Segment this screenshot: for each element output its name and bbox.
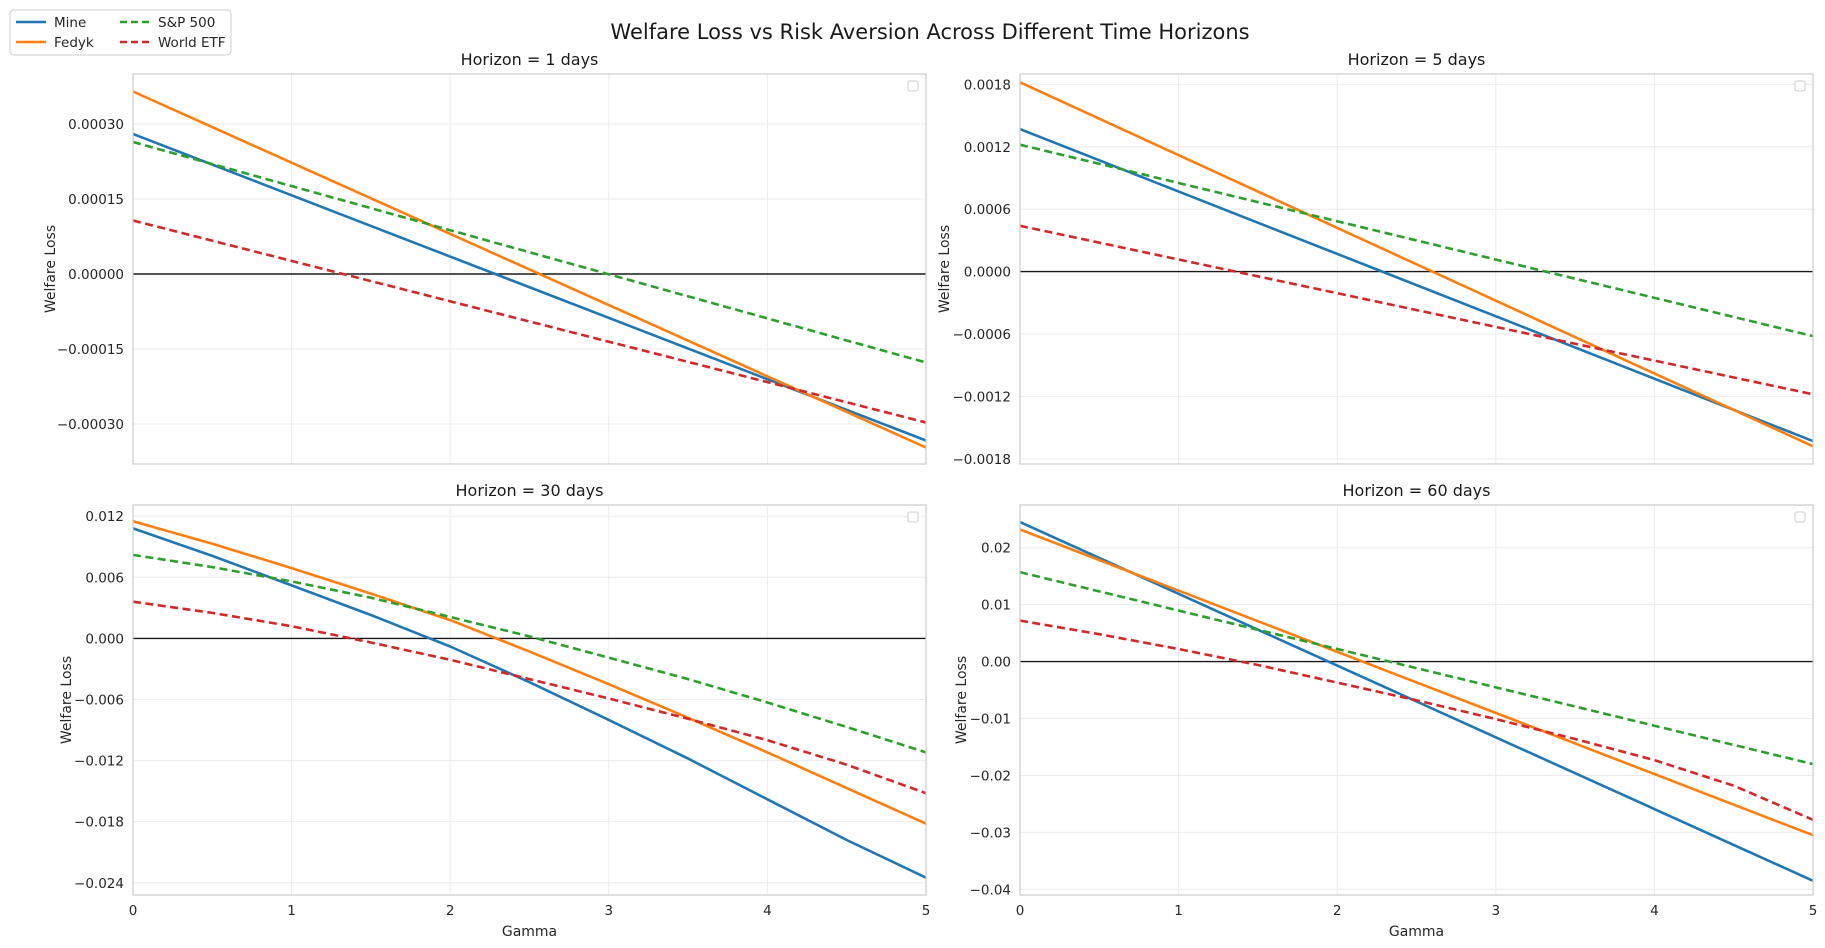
panel-3-xtick-label-5: 5 xyxy=(922,903,931,919)
panel-3-series-mine xyxy=(133,527,926,879)
panel-2-title: Horizon = 5 days xyxy=(1348,50,1486,69)
legend-label-sp500: S&P 500 xyxy=(158,15,215,31)
panel-3-series-world-etf xyxy=(133,600,926,795)
panel-4-series-fedyk xyxy=(1020,528,1813,837)
panel-3-series-s-p-500 xyxy=(133,553,926,754)
panel-1-ytick-label-1: −0.00015 xyxy=(57,342,124,358)
panel-4-ytick-label-2: −0.02 xyxy=(970,768,1011,784)
legend-label-world-etf: World ETF xyxy=(158,35,226,51)
panel-3-xtick-label-2: 2 xyxy=(446,903,455,919)
panel-3-ytick-label-4: 0.000 xyxy=(85,631,124,647)
panel-3-xtick-label-4: 4 xyxy=(763,903,772,919)
panel-1-ytick-label-2: 0.00000 xyxy=(68,267,124,283)
panel-2-ytick-label-1: −0.0012 xyxy=(952,389,1011,405)
panel-4-ytick-label-0: −0.04 xyxy=(970,882,1011,898)
panel-4-ytick-label-1: −0.03 xyxy=(970,825,1011,841)
panel-4-series-world-etf xyxy=(1020,619,1813,821)
panel-3-ytick-label-3: −0.006 xyxy=(74,692,124,708)
panel-4-xtick-label-4: 4 xyxy=(1650,903,1659,919)
panel-1-ytick-label-4: 0.00030 xyxy=(68,117,124,133)
panel-2-plot-area xyxy=(1020,74,1813,464)
figure-title: Welfare Loss vs Risk Aversion Across Dif… xyxy=(610,20,1249,44)
panel-3-ylabel: Welfare Loss xyxy=(59,656,75,744)
panel-4-ytick-label-6: 0.02 xyxy=(981,541,1011,557)
panel-3-ytick-label-6: 0.012 xyxy=(85,509,124,525)
panel-4: Horizon = 60 days −0.04 −0.03 −0.02 −0.01 0.0… xyxy=(954,481,1817,940)
panel-4-ytick-label-4: 0.00 xyxy=(981,655,1011,671)
panel-3-xtick-label-0: 0 xyxy=(129,903,138,919)
panel-4-xtick-label-2: 2 xyxy=(1333,903,1342,919)
panel-3-ytick-label-0: −0.024 xyxy=(74,876,124,892)
panel-3: Horizon = 30 days −0.024 −0.018 −0.012 −0.00… xyxy=(59,481,930,940)
panel-2-series-fedyk xyxy=(1020,81,1813,448)
panel-3-plot-area xyxy=(133,505,926,895)
panel-4-xtick-label-0: 0 xyxy=(1016,903,1025,919)
panel-2-ytick-label-0: −0.0018 xyxy=(952,452,1011,468)
panel-2-ylabel: Welfare Loss xyxy=(937,225,953,313)
panel-1: Horizon = 1 days −0.00030 −0.00015 0.00000 0… xyxy=(43,50,927,465)
panel-2-series-s-p-500 xyxy=(1020,143,1813,338)
chart-panels: Horizon = 1 days−0.00030−0.000150.000000… xyxy=(43,50,1817,940)
panel-2-series-mine xyxy=(1020,127,1813,443)
panel-1-empty-legend-box xyxy=(907,80,919,92)
panel-4-xtick-label-5: 5 xyxy=(1809,903,1818,919)
panel-2-ytick-label-6: 0.0018 xyxy=(964,77,1011,93)
panel-3-series-fedyk xyxy=(133,520,926,825)
panel-3-ytick-label-2: −0.012 xyxy=(74,754,124,770)
panel-1-ylabel: Welfare Loss xyxy=(43,225,59,313)
panel-4-xtick-label-1: 1 xyxy=(1174,903,1183,919)
panel-2-ytick-label-2: −0.0006 xyxy=(952,327,1011,343)
panel-4-title: Horizon = 60 days xyxy=(1343,481,1491,500)
panel-2-ytick-label-5: 0.0012 xyxy=(964,140,1011,156)
panel-3-empty-legend-box xyxy=(907,511,919,523)
panel-3-xtick-label-3: 3 xyxy=(605,903,614,919)
panel-4-frame xyxy=(1019,504,1814,896)
panel-2-ytick-label-4: 0.0006 xyxy=(964,202,1011,218)
panel-1-frame xyxy=(132,73,927,465)
panel-2: Horizon = 5 days −0.0018 −0.0012 −0.0006 0.0… xyxy=(937,50,1814,468)
legend-label-mine: Mine xyxy=(54,15,86,31)
panel-4-ytick-label-5: 0.01 xyxy=(981,598,1011,614)
panel-4-empty-legend-box xyxy=(1794,511,1806,523)
panel-2-frame xyxy=(1019,73,1814,465)
panel-4-xlabel: Gamma xyxy=(1389,924,1444,940)
panel-3-title: Horizon = 30 days xyxy=(456,481,604,500)
panel-2-empty-legend-box xyxy=(1794,80,1806,92)
panel-1-title: Horizon = 1 days xyxy=(461,50,599,69)
legend-label-fedyk: Fedyk xyxy=(54,35,94,51)
panel-4-series-s-p-500 xyxy=(1020,570,1813,766)
panel-3-frame xyxy=(132,504,927,896)
panel-3-ytick-label-5: 0.006 xyxy=(85,570,124,586)
panel-1-ytick-label-0: −0.00030 xyxy=(57,417,124,433)
panel-2-ytick-label-3: 0.0000 xyxy=(964,265,1011,281)
panel-4-ylabel: Welfare Loss xyxy=(954,656,970,744)
panel-3-ytick-label-1: −0.018 xyxy=(74,815,124,831)
panel-2-series-world-etf xyxy=(1020,224,1813,396)
panel-3-xtick-label-1: 1 xyxy=(287,903,296,919)
figure-legend: Mine Fedyk S&P 500 World ETF xyxy=(9,9,232,56)
panel-3-xlabel: Gamma xyxy=(502,924,557,940)
panel-4-ytick-label-3: −0.01 xyxy=(970,712,1011,728)
panel-1-series-world-etf xyxy=(133,219,926,424)
panel-4-xtick-label-3: 3 xyxy=(1492,903,1501,919)
legend-frame xyxy=(9,9,232,56)
panel-1-ytick-label-3: 0.00015 xyxy=(68,192,124,208)
